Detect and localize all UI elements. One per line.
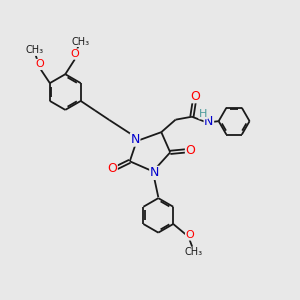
- Text: CH₃: CH₃: [25, 45, 44, 56]
- Text: O: O: [70, 49, 79, 59]
- Text: N: N: [130, 133, 140, 146]
- Text: CH₃: CH₃: [71, 37, 89, 46]
- Text: O: O: [190, 90, 200, 103]
- Text: CH₃: CH₃: [185, 247, 203, 257]
- Text: O: O: [185, 144, 195, 158]
- Text: N: N: [150, 167, 159, 179]
- Text: O: O: [35, 59, 44, 69]
- Text: H: H: [199, 109, 207, 119]
- Text: O: O: [107, 162, 117, 175]
- Text: O: O: [185, 230, 194, 240]
- Text: N: N: [204, 115, 214, 128]
